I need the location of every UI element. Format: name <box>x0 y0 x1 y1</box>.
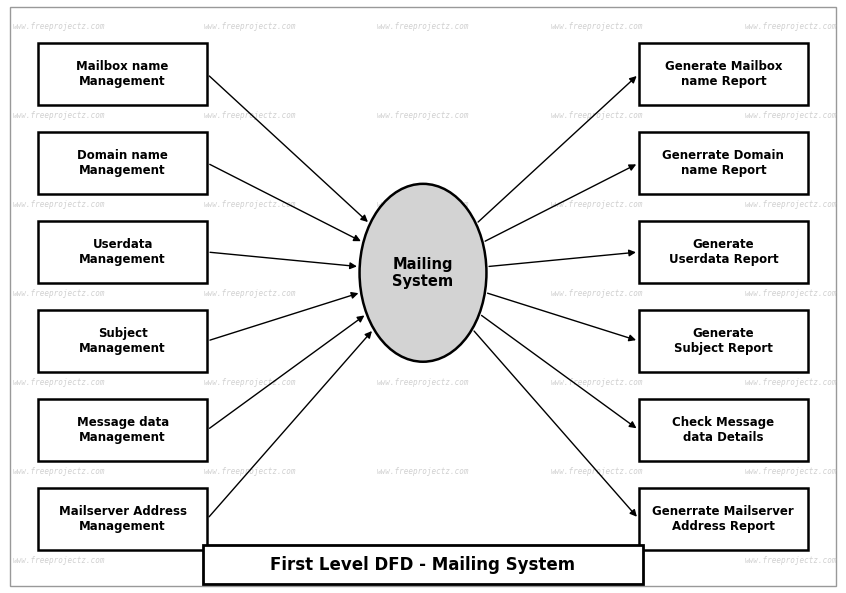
Text: www.freeprojectz.com: www.freeprojectz.com <box>203 200 296 209</box>
Text: www.freeprojectz.com: www.freeprojectz.com <box>550 111 643 120</box>
Text: www.freeprojectz.com: www.freeprojectz.com <box>203 111 296 120</box>
FancyBboxPatch shape <box>639 132 808 195</box>
Text: www.freeprojectz.com: www.freeprojectz.com <box>13 200 106 209</box>
Text: Generate
Subject Report: Generate Subject Report <box>674 327 772 355</box>
FancyBboxPatch shape <box>639 487 808 550</box>
Text: www.freeprojectz.com: www.freeprojectz.com <box>203 378 296 387</box>
Text: www.freeprojectz.com: www.freeprojectz.com <box>376 467 470 476</box>
Text: www.freeprojectz.com: www.freeprojectz.com <box>13 556 106 565</box>
Text: www.freeprojectz.com: www.freeprojectz.com <box>550 467 643 476</box>
Text: Message data
Management: Message data Management <box>76 416 169 444</box>
FancyBboxPatch shape <box>38 310 207 372</box>
FancyBboxPatch shape <box>38 221 207 283</box>
Text: www.freeprojectz.com: www.freeprojectz.com <box>203 289 296 298</box>
FancyBboxPatch shape <box>38 487 207 550</box>
FancyBboxPatch shape <box>203 546 643 584</box>
Text: Generrate Mailserver
Address Report: Generrate Mailserver Address Report <box>652 505 794 533</box>
Text: Generate
Userdata Report: Generate Userdata Report <box>668 238 778 266</box>
Text: www.freeprojectz.com: www.freeprojectz.com <box>376 111 470 120</box>
Text: www.freeprojectz.com: www.freeprojectz.com <box>203 467 296 476</box>
Text: www.freeprojectz.com: www.freeprojectz.com <box>550 200 643 209</box>
FancyBboxPatch shape <box>639 43 808 106</box>
Text: www.freeprojectz.com: www.freeprojectz.com <box>550 22 643 31</box>
Text: www.freeprojectz.com: www.freeprojectz.com <box>203 556 296 565</box>
Text: Generate Mailbox
name Report: Generate Mailbox name Report <box>665 60 782 88</box>
Text: www.freeprojectz.com: www.freeprojectz.com <box>744 467 838 476</box>
Text: www.freeprojectz.com: www.freeprojectz.com <box>13 111 106 120</box>
Text: Userdata
Management: Userdata Management <box>80 238 166 266</box>
Text: Mailserver Address
Management: Mailserver Address Management <box>58 505 187 533</box>
Text: www.freeprojectz.com: www.freeprojectz.com <box>13 289 106 298</box>
Text: www.freeprojectz.com: www.freeprojectz.com <box>376 556 470 565</box>
Text: Generrate Domain
name Report: Generrate Domain name Report <box>662 149 784 177</box>
Text: www.freeprojectz.com: www.freeprojectz.com <box>550 378 643 387</box>
Text: www.freeprojectz.com: www.freeprojectz.com <box>744 289 838 298</box>
FancyBboxPatch shape <box>38 132 207 195</box>
FancyBboxPatch shape <box>639 398 808 461</box>
Text: Check Message
data Details: Check Message data Details <box>673 416 774 444</box>
Text: Mailing
System: Mailing System <box>393 257 453 289</box>
FancyBboxPatch shape <box>38 398 207 461</box>
FancyBboxPatch shape <box>639 221 808 283</box>
Text: www.freeprojectz.com: www.freeprojectz.com <box>744 22 838 31</box>
Text: www.freeprojectz.com: www.freeprojectz.com <box>550 556 643 565</box>
Text: www.freeprojectz.com: www.freeprojectz.com <box>376 378 470 387</box>
Text: www.freeprojectz.com: www.freeprojectz.com <box>744 200 838 209</box>
Text: www.freeprojectz.com: www.freeprojectz.com <box>744 556 838 565</box>
Text: www.freeprojectz.com: www.freeprojectz.com <box>376 200 470 209</box>
Text: Subject
Management: Subject Management <box>80 327 166 355</box>
Text: www.freeprojectz.com: www.freeprojectz.com <box>13 378 106 387</box>
Text: www.freeprojectz.com: www.freeprojectz.com <box>13 22 106 31</box>
Text: www.freeprojectz.com: www.freeprojectz.com <box>744 378 838 387</box>
Text: www.freeprojectz.com: www.freeprojectz.com <box>550 289 643 298</box>
Text: www.freeprojectz.com: www.freeprojectz.com <box>13 467 106 476</box>
FancyBboxPatch shape <box>38 43 207 106</box>
Text: Domain name
Management: Domain name Management <box>77 149 168 177</box>
Text: www.freeprojectz.com: www.freeprojectz.com <box>203 22 296 31</box>
Text: www.freeprojectz.com: www.freeprojectz.com <box>376 289 470 298</box>
FancyBboxPatch shape <box>639 310 808 372</box>
Text: www.freeprojectz.com: www.freeprojectz.com <box>744 111 838 120</box>
Text: First Level DFD - Mailing System: First Level DFD - Mailing System <box>271 556 575 573</box>
Text: Mailbox name
Management: Mailbox name Management <box>76 60 169 88</box>
Text: www.freeprojectz.com: www.freeprojectz.com <box>376 22 470 31</box>
Ellipse shape <box>360 184 486 362</box>
